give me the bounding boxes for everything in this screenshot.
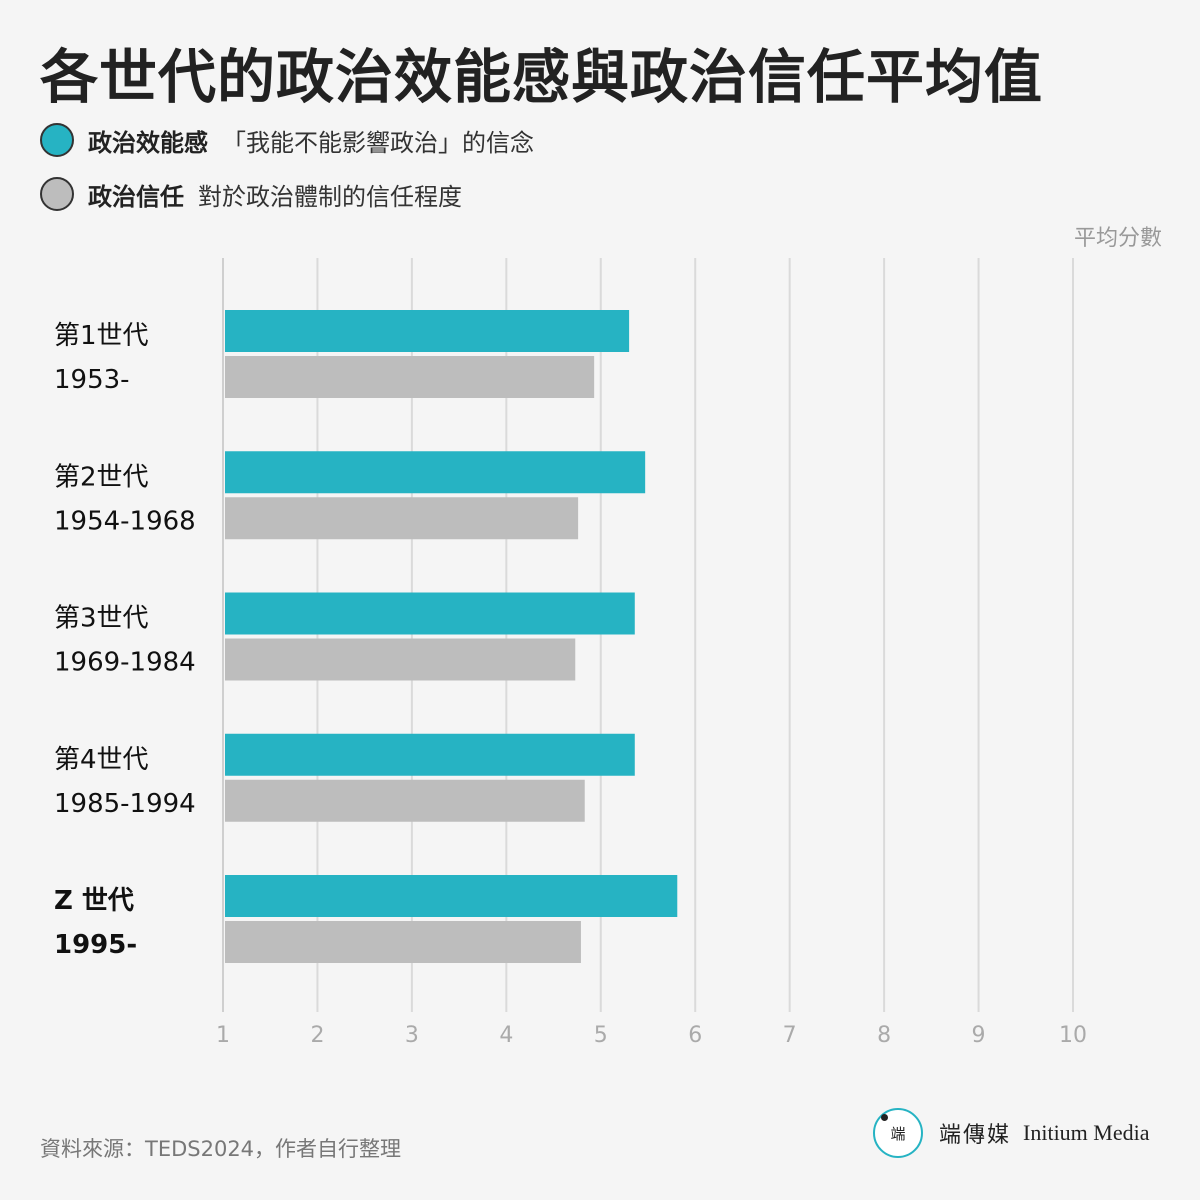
x-tick-label: 1 [216, 1023, 230, 1048]
x-tick-label: 6 [688, 1023, 702, 1048]
legend-trust-desc: 對於政治體制的信任程度 [198, 182, 462, 211]
x-tick-label: 4 [499, 1023, 513, 1048]
bar-trust [225, 497, 579, 540]
bar-trust [225, 921, 581, 963]
bar-trust [225, 638, 576, 681]
legend-item-trust: 政治信任 對於政治體制的信任程度 [40, 174, 462, 214]
legend-item-efficacy: 政治效能感 「我能不能影響政治」的信念 [40, 120, 534, 160]
legend-efficacy-desc: 「我能不能影響政治」的信念 [222, 128, 534, 157]
efficacy-swatch-icon [40, 123, 74, 157]
x-tick-label: 3 [405, 1023, 419, 1048]
bar-efficacy [225, 310, 630, 352]
bar-efficacy [225, 451, 646, 494]
initium-logo-icon: 端 [873, 1108, 923, 1158]
bar-trust [225, 779, 585, 822]
category-years: 1969-1984 [54, 648, 196, 678]
x-tick-label: 8 [877, 1023, 891, 1048]
bar-efficacy [225, 875, 678, 917]
brand-name: 端傳媒 [939, 1123, 1012, 1148]
bar-efficacy [225, 592, 635, 635]
category-years: 1954-1968 [54, 506, 196, 536]
category-label: Z 世代 [54, 886, 134, 916]
bar-trust [225, 356, 595, 398]
category-years: 1995- [54, 930, 137, 960]
category-label: 第1世代 [54, 321, 149, 351]
bar-efficacy [225, 733, 635, 776]
brand: 端 端傳媒 Initium Media [873, 1108, 1150, 1158]
x-tick-label: 7 [783, 1023, 797, 1048]
x-tick-label: 2 [310, 1023, 324, 1048]
category-years: 1953- [54, 365, 130, 395]
x-tick-label: 9 [972, 1023, 986, 1048]
source-note: 資料來源：TEDS2024，作者自行整理 [40, 1137, 402, 1161]
category-label: 第4世代 [54, 745, 149, 775]
legend-efficacy-name: 政治效能感 [88, 128, 208, 157]
logo-glyph: 端 [890, 1124, 906, 1143]
x-tick-label: 5 [594, 1023, 608, 1048]
brand-name-en: Initium Media [1023, 1120, 1150, 1145]
category-label: 第3世代 [54, 604, 149, 634]
x-tick-label: 10 [1059, 1023, 1087, 1048]
legend-trust-name: 政治信任 [88, 182, 184, 211]
category-years: 1985-1994 [54, 789, 196, 819]
chart-title: 各世代的政治效能感與政治信任平均值 [40, 43, 1044, 111]
axis-unit-label: 平均分數 [1073, 226, 1162, 251]
category-label: 第2世代 [54, 462, 149, 492]
bar-chart: 1 2 3 4 5 6 7 8 9 10 第1世代 1953- 第2世代 1954-1968 第3世代 196… [54, 258, 1087, 1048]
trust-swatch-icon [40, 177, 74, 211]
